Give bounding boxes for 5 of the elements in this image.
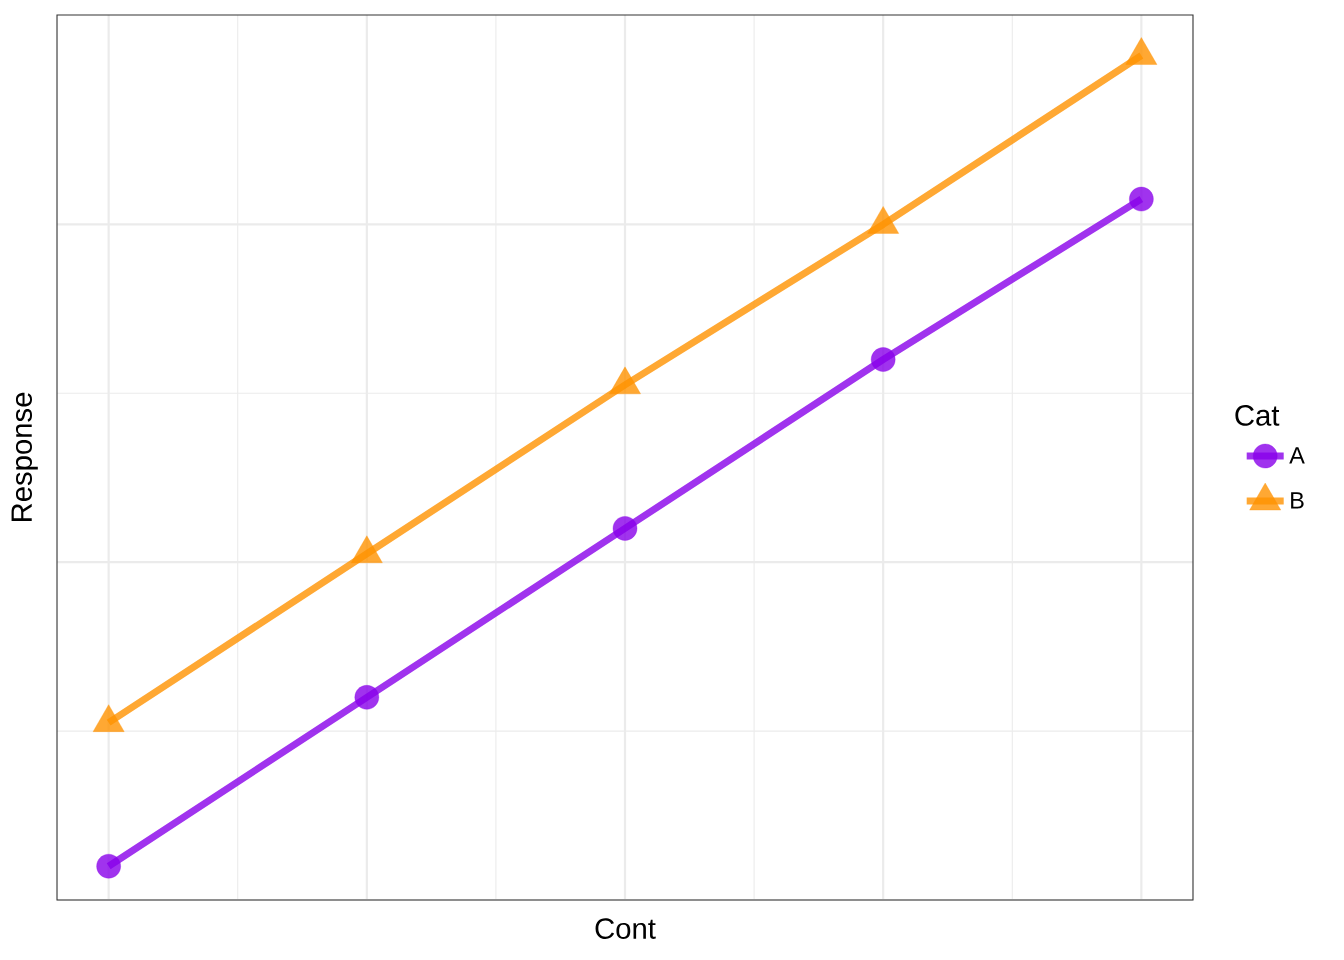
legend-label: A <box>1289 447 1305 464</box>
legend-label: B <box>1291 492 1304 509</box>
x-axis-title: Cont <box>595 918 656 939</box>
y-axis-title: Response <box>11 392 38 522</box>
legend-title: Cat <box>1235 405 1280 426</box>
